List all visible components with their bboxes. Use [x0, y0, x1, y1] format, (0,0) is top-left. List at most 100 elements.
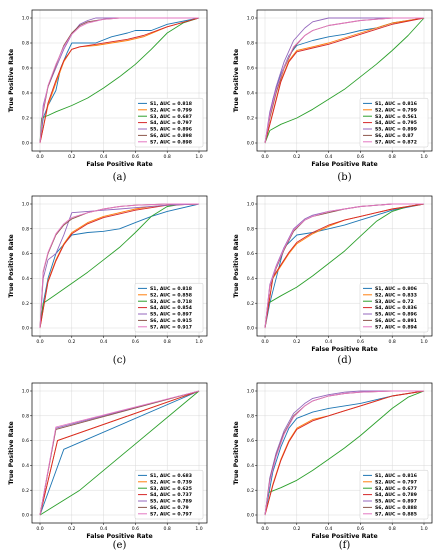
legend-box	[359, 97, 429, 148]
roc-line-s3	[39, 390, 200, 516]
plot-frame	[31, 382, 208, 524]
y-tick-label: 0.8	[247, 226, 254, 232]
legend-label-s5: S5, AUC = 0.899	[375, 127, 417, 133]
legend-label-s2: S2, AUC = 0.739	[150, 479, 192, 485]
x-tick-label: 0.2	[293, 154, 300, 160]
legend-label-s6: S6, AUC = 0.888	[375, 505, 417, 511]
roc-line-s3	[264, 203, 425, 329]
y-tick-label: 1.0	[22, 202, 29, 208]
y-tick-label: 0.6	[247, 438, 254, 444]
legend-label-s6: S6, AUC = 0.898	[150, 133, 192, 139]
x-tick-label: 1.0	[420, 339, 427, 345]
x-tick-label: 0.2	[68, 339, 75, 345]
legend-label-s4: S4, AUC = 0.854	[150, 305, 192, 311]
legend-label-s2: S2, AUC = 0.797	[375, 479, 417, 485]
x-tick-label: 0.0	[36, 154, 43, 160]
legend-box	[359, 469, 429, 520]
y-tick-label: 0.8	[247, 413, 254, 419]
x-tick-label: 0.2	[68, 154, 75, 160]
x-tick-label: 1.0	[420, 526, 427, 532]
x-tick-label: 0.8	[389, 339, 396, 345]
legend-label-s1: S1, AUC = 0.816	[375, 473, 417, 479]
y-tick-label: 0.4	[247, 91, 254, 97]
y-tick-label: 0.6	[22, 66, 29, 72]
roc-line-s1	[264, 203, 425, 329]
y-tick-label: 1.0	[247, 202, 254, 208]
legend-label-s3: S3, AUC = 0.561	[375, 114, 417, 120]
legend-label-s7: S7, AUC = 0.917	[150, 324, 192, 330]
roc-line-s1	[39, 390, 200, 516]
x-tick-label: 0.0	[36, 339, 43, 345]
y-tick-label: 0.0	[247, 141, 254, 147]
plot-frame	[256, 9, 433, 152]
legend-label-s1: S1, AUC = 0.806	[375, 286, 417, 292]
legend-label-s7: S7, AUC = 0.894	[375, 324, 417, 330]
x-axis-label: False Positive Rate	[86, 533, 152, 540]
roc-line-s5	[264, 390, 424, 516]
x-tick-label: 0.6	[132, 339, 139, 345]
x-tick-label: 0.8	[164, 339, 171, 345]
y-tick-label: 0.8	[247, 41, 254, 47]
x-tick-label: 1.0	[420, 154, 427, 160]
y-axis-label: True Positive Rate	[233, 234, 240, 298]
legend-box	[134, 97, 204, 148]
y-tick-label: 0.6	[22, 251, 29, 257]
roc-line-s7	[264, 390, 424, 516]
x-tick-label: 0.4	[100, 339, 107, 345]
panel-caption: (f)	[339, 540, 351, 550]
legend-label-s5: S5, AUC = 0.896	[375, 312, 417, 318]
roc-line-s1	[39, 203, 200, 329]
roc-line-s7	[39, 17, 199, 144]
y-tick-label: 0.4	[247, 463, 254, 469]
y-tick-label: 0.8	[22, 226, 29, 232]
y-tick-label: 0.0	[22, 513, 29, 519]
x-tick-label: 0.6	[132, 154, 139, 160]
legend-label-s6: S6, AUC = 0.915	[150, 318, 192, 324]
x-axis-label: False Positive Rate	[311, 161, 377, 168]
y-tick-label: 0.8	[22, 413, 29, 419]
panel-caption: (d)	[337, 355, 351, 366]
panel-caption: (c)	[113, 355, 127, 366]
y-tick-label: 0.4	[247, 276, 254, 282]
y-tick-label: 0.0	[22, 141, 29, 147]
y-tick-label: 0.0	[247, 513, 254, 519]
x-tick-label: 0.6	[357, 339, 364, 345]
x-axis-label: False Positive Rate	[86, 161, 152, 168]
y-tick-label: 0.4	[22, 463, 29, 469]
x-tick-label: 0.0	[261, 154, 268, 160]
legend-box	[359, 282, 429, 333]
roc-line-s4	[39, 17, 200, 144]
legend-box	[134, 469, 204, 520]
legend-label-s3: S3, AUC = 0.625	[150, 486, 192, 492]
x-tick-label: 0.2	[293, 526, 300, 532]
y-tick-label: 0.6	[22, 438, 29, 444]
y-tick-label: 0.0	[247, 326, 254, 332]
x-tick-label: 0.6	[357, 154, 364, 160]
legend-label-s7: S7, AUC = 0.885	[375, 511, 417, 517]
x-tick-label: 0.0	[36, 526, 43, 532]
y-tick-label: 1.0	[247, 389, 254, 395]
x-tick-label: 0.6	[357, 526, 364, 532]
x-tick-label: 0.4	[100, 526, 107, 532]
y-tick-label: 0.8	[22, 41, 29, 47]
x-tick-label: 0.6	[132, 526, 139, 532]
roc-line-s4	[264, 17, 425, 144]
y-tick-label: 1.0	[247, 16, 254, 22]
plot-frame	[256, 195, 433, 337]
x-tick-label: 0.0	[261, 526, 268, 532]
x-tick-label: 0.2	[293, 339, 300, 345]
x-axis-label: False Positive Rate	[311, 346, 377, 353]
x-tick-label: 0.0	[261, 339, 268, 345]
y-tick-label: 0.4	[22, 91, 29, 97]
legend-label-s6: S6, AUC = 0.87	[375, 133, 414, 139]
roc-line-s1	[264, 390, 425, 516]
roc-line-s7	[39, 390, 200, 516]
roc-line-s5	[264, 17, 424, 144]
plot-frame	[31, 195, 208, 337]
y-tick-label: 0.2	[22, 301, 29, 307]
legend-label-s1: S1, AUC = 0.818	[150, 101, 192, 107]
roc-line-s4	[39, 203, 200, 329]
roc-line-s3	[39, 203, 199, 329]
